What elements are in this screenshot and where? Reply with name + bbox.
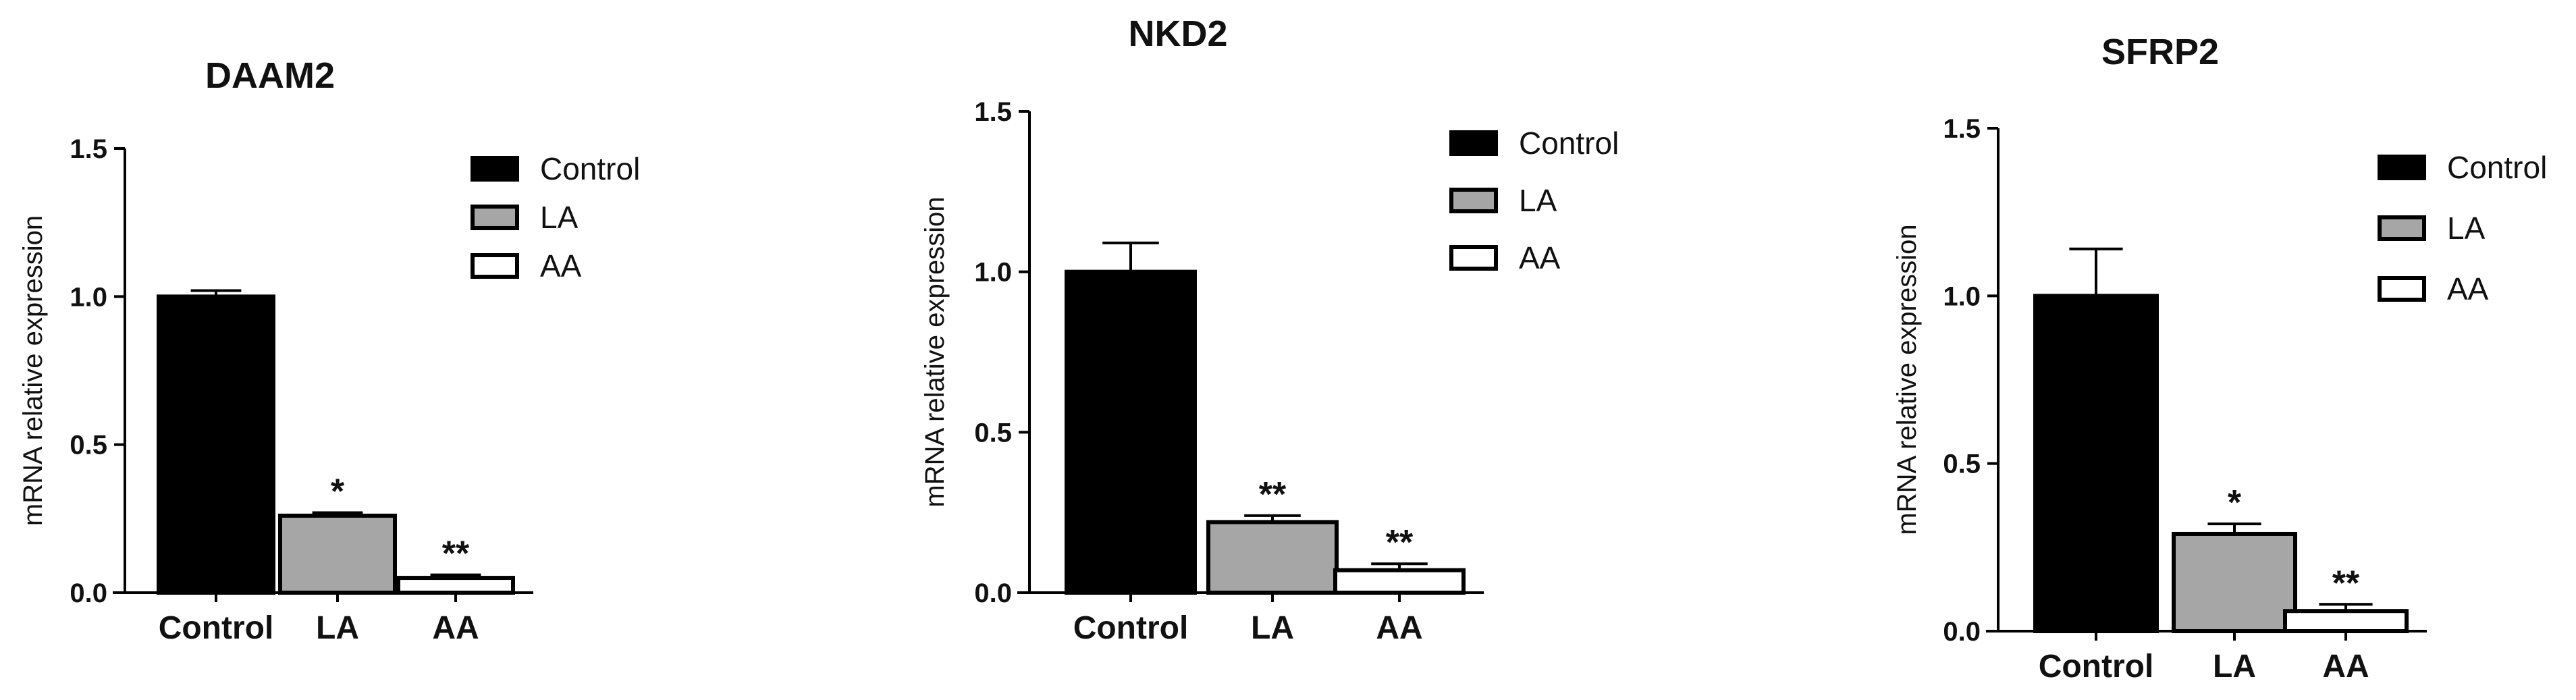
significance-label: * bbox=[2228, 483, 2242, 522]
x-tick-label: Control bbox=[2039, 649, 2154, 684]
legend-swatch-la bbox=[1449, 188, 1498, 213]
bar-control bbox=[2033, 294, 2159, 633]
bar-la bbox=[2172, 531, 2297, 634]
legend-swatch-aa bbox=[471, 253, 519, 279]
y-tick-label: 0.5 bbox=[1943, 450, 1981, 479]
bar-control bbox=[157, 294, 275, 595]
chart-title: NKD2 bbox=[1128, 14, 1227, 54]
legend-label: LA bbox=[2447, 211, 2486, 246]
bar-la bbox=[1206, 520, 1339, 595]
y-axis-label: mRNA relative expression bbox=[920, 196, 950, 507]
legend-label: AA bbox=[540, 248, 582, 284]
chart-panel-daam2: DAAM2 mRNA relative expression 0.0 0.5 1.0 1.… bbox=[18, 55, 640, 646]
y-axis-label: mRNA relative expression bbox=[1892, 224, 1922, 535]
legend-label: LA bbox=[1519, 183, 1557, 218]
significance-label: * bbox=[331, 473, 345, 512]
chart-title: DAAM2 bbox=[205, 55, 335, 96]
bar-aa bbox=[396, 576, 515, 595]
y-tick-label: 0.0 bbox=[974, 578, 1012, 608]
x-tick-label: AA bbox=[2322, 649, 2369, 684]
bar-aa bbox=[2283, 609, 2409, 634]
legend-label: LA bbox=[540, 200, 579, 235]
bar-la bbox=[278, 513, 397, 595]
y-tick-label: 1.0 bbox=[70, 282, 107, 312]
significance-label: ** bbox=[2332, 564, 2360, 603]
significance-label: ** bbox=[442, 535, 470, 574]
legend-swatch-la bbox=[2378, 215, 2426, 241]
legend-swatch-aa bbox=[2378, 276, 2426, 302]
y-tick-label: 1.5 bbox=[974, 97, 1012, 127]
legend-swatch-aa bbox=[1449, 245, 1498, 271]
y-tick-label: 0.0 bbox=[1943, 617, 1981, 647]
chart-panel-sfrp2: SFRP2 mRNA relative expression 0.0 0.5 1.0 1.… bbox=[1892, 32, 2547, 684]
y-tick-label: 0.5 bbox=[974, 418, 1012, 448]
chart-panel-nkd2: NKD2 mRNA relative expression 0.0 0.5 1.0 1.5… bbox=[920, 14, 1619, 646]
legend-label: AA bbox=[1519, 240, 1561, 275]
chart-title: SFRP2 bbox=[2101, 32, 2219, 72]
legend-label: Control bbox=[1519, 126, 1619, 161]
legend-label: Control bbox=[2447, 150, 2547, 185]
x-tick-label: LA bbox=[316, 610, 359, 646]
legend-label: Control bbox=[540, 151, 640, 186]
significance-label: ** bbox=[1386, 523, 1414, 562]
y-tick-label: 1.5 bbox=[1943, 114, 1981, 144]
y-tick-label: 1.5 bbox=[70, 134, 107, 164]
legend-swatch-control bbox=[2378, 155, 2426, 180]
y-tick-label: 1.0 bbox=[974, 258, 1012, 288]
y-tick-label: 1.0 bbox=[1943, 281, 1981, 311]
y-axis-label: mRNA relative expression bbox=[18, 215, 48, 526]
legend-swatch-control bbox=[471, 156, 519, 182]
y-tick-label: 0.0 bbox=[70, 578, 107, 608]
x-tick-label: AA bbox=[432, 610, 479, 646]
x-tick-label: LA bbox=[2213, 649, 2256, 684]
x-tick-label: Control bbox=[1073, 610, 1189, 646]
x-tick-label: AA bbox=[1376, 610, 1422, 646]
x-tick-label: Control bbox=[159, 610, 274, 646]
legend-swatch-control bbox=[1449, 130, 1498, 156]
legend-swatch-la bbox=[471, 205, 519, 230]
bar-control bbox=[1065, 269, 1197, 595]
legend-label: AA bbox=[2447, 271, 2489, 306]
bar-aa bbox=[1333, 568, 1466, 595]
y-tick-label: 0.5 bbox=[70, 431, 107, 460]
x-tick-label: LA bbox=[1251, 610, 1294, 646]
significance-label: ** bbox=[1259, 475, 1287, 514]
